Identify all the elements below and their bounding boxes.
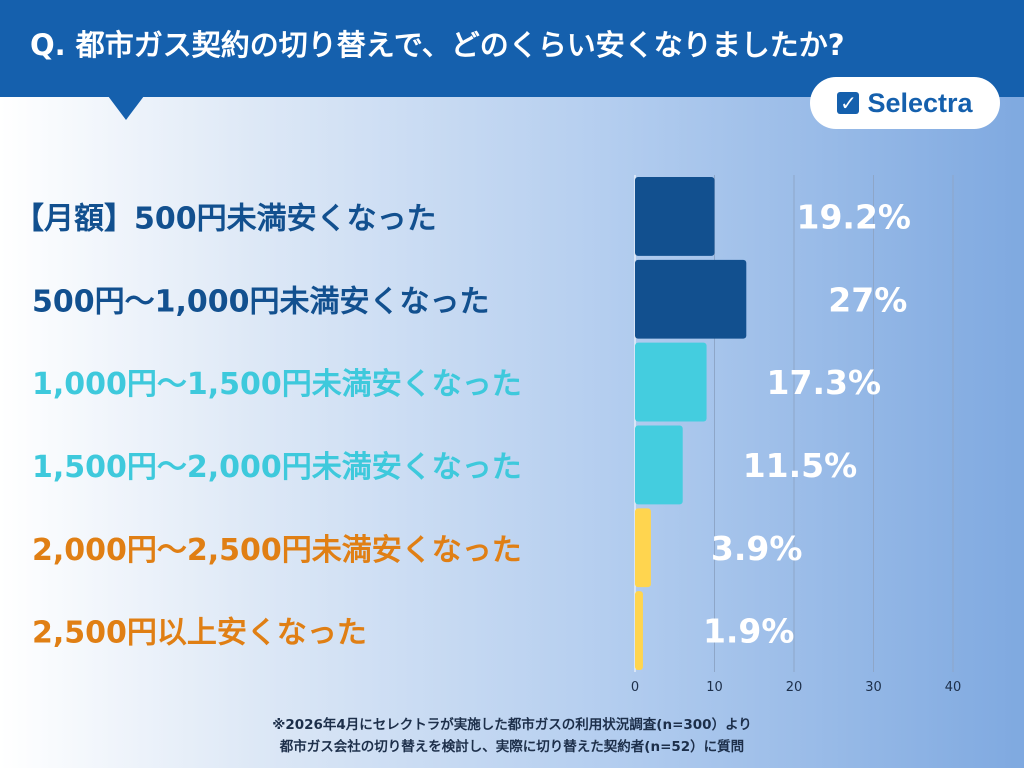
data-label: 11.5% bbox=[743, 446, 858, 485]
data-label: 1.9% bbox=[703, 612, 795, 651]
footnote-line-1: ※2026年4月にセレクトラが実施した都市ガスの利用状況調査(n=300）より bbox=[272, 717, 752, 733]
bar bbox=[635, 177, 715, 256]
category-label: 2,000円〜2,500円未満安くなった bbox=[32, 533, 522, 568]
data-label: 3.9% bbox=[711, 529, 803, 568]
category-label: 500円〜1,000円未満安くなった bbox=[32, 284, 490, 319]
header-banner: Q. 都市ガス契約の切り替えで、どのくらい安くなりましたか? bbox=[0, 0, 1024, 97]
selectra-logo: ✓ Selectra bbox=[810, 77, 1000, 129]
x-tick-label: 10 bbox=[706, 680, 723, 695]
data-label: 17.3% bbox=[767, 363, 882, 402]
data-label: 19.2% bbox=[797, 197, 912, 236]
footnote-line-2: 都市ガス会社の切り替えを検討し、実際に切り替えた契約者(n=52）に質問 bbox=[279, 739, 745, 755]
data-label: 27% bbox=[828, 280, 907, 319]
bar bbox=[635, 425, 683, 505]
x-tick-label: 40 bbox=[945, 680, 962, 695]
question-title: Q. 都市ガス契約の切り替えで、どのくらい安くなりましたか? bbox=[30, 28, 845, 62]
logo-text: Selectra bbox=[867, 87, 973, 118]
bar bbox=[635, 591, 643, 670]
category-label: 1,500円〜2,000円未満安くなった bbox=[32, 450, 522, 485]
checkbox-icon: ✓ bbox=[837, 92, 860, 114]
x-tick-label: 20 bbox=[786, 680, 803, 695]
bar bbox=[635, 259, 747, 339]
footnote: ※2026年4月にセレクトラが実施した都市ガスの利用状況調査(n=300）より … bbox=[0, 714, 1024, 758]
category-label: 【月額】500円未満安くなった bbox=[14, 201, 437, 236]
bar bbox=[635, 342, 707, 422]
bar bbox=[635, 508, 651, 588]
banner-pointer bbox=[108, 96, 144, 120]
category-label: 2,500円以上安くなった bbox=[32, 616, 367, 651]
x-tick-label: 0 bbox=[631, 680, 639, 695]
x-tick-label: 30 bbox=[865, 680, 882, 695]
category-label: 1,000円〜1,500円未満安くなった bbox=[32, 367, 522, 402]
